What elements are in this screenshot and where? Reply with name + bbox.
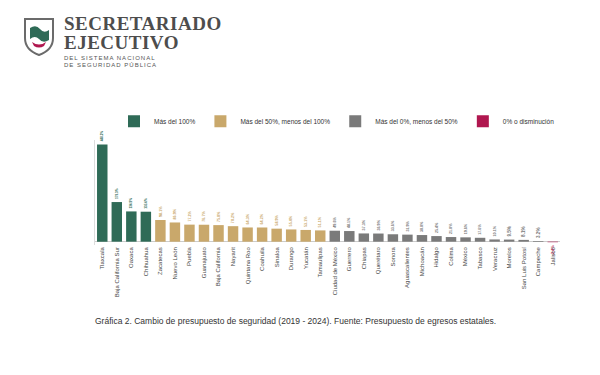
svg-text:Querétaro: Querétaro: [375, 247, 381, 275]
svg-text:64.2%: 64.2%: [260, 213, 264, 224]
svg-text:3.2%: 3.2%: [536, 228, 541, 238]
svg-text:Morelos: Morelos: [506, 247, 512, 268]
svg-text:Jalisco: Jalisco: [550, 247, 556, 266]
svg-text:31.9%: 31.9%: [406, 220, 410, 231]
svg-text:Más del 100%: Más del 100%: [154, 118, 195, 125]
svg-text:Sonora: Sonora: [390, 247, 396, 267]
svg-text:0% o disminución: 0% o disminución: [503, 118, 554, 125]
svg-text:Tlaxcala: Tlaxcala: [99, 247, 105, 270]
svg-text:48.1%: 48.1%: [347, 217, 351, 228]
svg-text:440.2%: 440.2%: [100, 131, 104, 142]
svg-text:53.1%: 53.1%: [304, 216, 308, 227]
svg-text:55.4%: 55.4%: [289, 215, 293, 226]
svg-text:Aguascalientes: Aguascalientes: [404, 247, 410, 288]
svg-text:Nayarit: Nayarit: [230, 247, 236, 266]
svg-text:98.1%: 98.1%: [159, 206, 163, 217]
svg-text:Quintana Roo: Quintana Roo: [245, 247, 251, 285]
svg-text:Campeche: Campeche: [535, 247, 541, 277]
svg-text:Ciudad de México: Ciudad de México: [332, 247, 338, 296]
svg-text:70.2%: 70.2%: [231, 212, 235, 223]
svg-text:Yucatán: Yucatán: [303, 247, 309, 269]
svg-text:Más del 0%, menos del 50%: Más del 0%, menos del 50%: [375, 118, 458, 125]
svg-text:Oaxaca: Oaxaca: [128, 247, 134, 268]
html-text:DE SEGURIDAD PÚBLICA: DE SEGURIDAD PÚBLICA: [64, 62, 157, 68]
svg-text:179.3%: 179.3%: [115, 188, 119, 199]
svg-text:Chihuahua: Chihuahua: [143, 247, 149, 277]
svg-text:33.6%: 33.6%: [391, 220, 395, 231]
svg-text:30.0%: 30.0%: [420, 221, 424, 232]
svg-text:Tamaulipas: Tamaulipas: [317, 247, 323, 277]
svg-text:Hidalgo: Hidalgo: [433, 247, 439, 268]
svg-text:Veracruz: Veracruz: [492, 247, 498, 271]
svg-text:Tabasco: Tabasco: [477, 247, 483, 270]
svg-text:-2.4%: -2.4%: [550, 245, 555, 256]
svg-text:49.6%: 49.6%: [333, 217, 337, 228]
svg-text:25.4%: 25.4%: [435, 222, 439, 233]
svg-text:Coahuila: Coahuila: [259, 247, 265, 271]
svg-text:17.6%: 17.6%: [478, 224, 482, 235]
svg-text:Zacatecas: Zacatecas: [157, 247, 163, 275]
svg-text:51.1%: 51.1%: [318, 216, 322, 227]
svg-text:Guerrero: Guerrero: [346, 247, 352, 272]
svg-text:36.9%: 36.9%: [377, 219, 381, 230]
svg-text:76.7%: 76.7%: [202, 211, 206, 222]
svg-text:64.3%: 64.3%: [246, 213, 250, 224]
svg-text:Baja California: Baja California: [215, 247, 221, 287]
svg-text:77.2%: 77.2%: [188, 210, 192, 221]
svg-text:136.9%: 136.9%: [129, 198, 133, 209]
svg-text:10.1%: 10.1%: [493, 225, 497, 236]
html-text:DEL SISTEMA NACIONAL: DEL SISTEMA NACIONAL: [64, 55, 156, 61]
svg-text:58.9%: 58.9%: [275, 214, 279, 225]
svg-text:Más del 50%, menos del 100%: Más del 50%, menos del 100%: [240, 118, 330, 125]
svg-text:Michoacán: Michoacán: [419, 247, 425, 276]
svg-text:135.6%: 135.6%: [144, 198, 148, 209]
svg-text:Colima: Colima: [448, 247, 454, 266]
html-text:Gráfica 2. Cambio de presupues: Gráfica 2. Cambio de presupuesto de segu…: [95, 316, 497, 326]
svg-text:8.1%: 8.1%: [521, 226, 526, 236]
html-text:EJECUTIVO: EJECUTIVO: [64, 32, 179, 53]
svg-text:San Luis Potosí: San Luis Potosí: [521, 247, 527, 289]
html-text:SECRETARIADO: SECRETARIADO: [64, 13, 222, 34]
svg-text:21.0%: 21.0%: [449, 223, 453, 234]
svg-text:9.5%: 9.5%: [507, 226, 512, 236]
svg-text:Sinaloa: Sinaloa: [274, 247, 280, 268]
svg-text:Guanajuato: Guanajuato: [201, 247, 207, 279]
svg-text:Nuevo León: Nuevo León: [172, 247, 178, 279]
svg-text:86.9%: 86.9%: [173, 208, 177, 219]
svg-text:Baja California Sur: Baja California Sur: [114, 247, 120, 297]
svg-text:Durango: Durango: [288, 247, 294, 271]
svg-text:Chiapas: Chiapas: [361, 247, 367, 269]
svg-text:19.6%: 19.6%: [464, 223, 468, 234]
svg-text:Puebla: Puebla: [186, 247, 192, 266]
svg-text:37.3%: 37.3%: [362, 219, 366, 230]
svg-text:75.0%: 75.0%: [217, 211, 221, 222]
svg-text:México: México: [463, 247, 469, 267]
